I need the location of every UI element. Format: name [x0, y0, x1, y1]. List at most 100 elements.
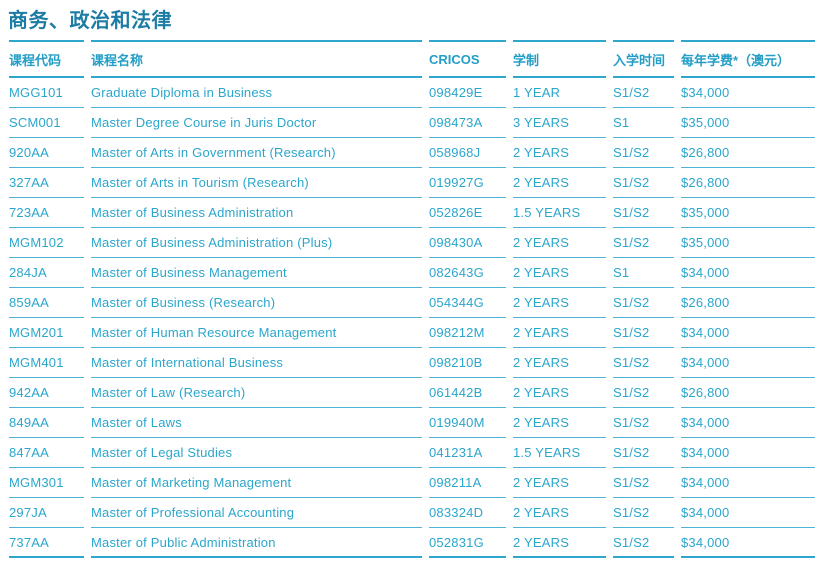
intake-cell: S1/S2	[613, 288, 674, 318]
fee-cell: $26,800	[681, 168, 815, 198]
intake-cell: S1/S2	[613, 168, 674, 198]
cricos-cell: 098473A	[429, 108, 506, 138]
intake-cell: S1/S2	[613, 78, 674, 108]
column-header-fee: 每年学费*（澳元）	[681, 40, 815, 78]
cricos-cell: 041231A	[429, 438, 506, 468]
table-row: 284JA Master of Business Management 0826…	[9, 258, 815, 288]
intake-cell: S1/S2	[613, 228, 674, 258]
course-code-cell: 942AA	[9, 378, 84, 408]
duration-cell: 1 YEAR	[513, 78, 606, 108]
duration-cell: 2 YEARS	[513, 288, 606, 318]
fee-cell: $26,800	[681, 138, 815, 168]
cricos-cell: 098210B	[429, 348, 506, 378]
course-code-cell: MGM301	[9, 468, 84, 498]
cricos-cell: 058968J	[429, 138, 506, 168]
fee-cell: $34,000	[681, 528, 815, 558]
course-code-cell: 847AA	[9, 438, 84, 468]
course-name-cell: Master of Public Administration	[91, 528, 422, 558]
table-row: 297JA Master of Professional Accounting …	[9, 498, 815, 528]
cricos-cell: 082643G	[429, 258, 506, 288]
course-table-body: MGG101 Graduate Diploma in Business 0984…	[9, 78, 815, 558]
duration-cell: 2 YEARS	[513, 498, 606, 528]
course-code-cell: 849AA	[9, 408, 84, 438]
cricos-cell: 098211A	[429, 468, 506, 498]
table-row: MGG101 Graduate Diploma in Business 0984…	[9, 78, 815, 108]
fee-cell: $34,000	[681, 78, 815, 108]
course-name-cell: Master of Arts in Government (Research)	[91, 138, 422, 168]
course-name-cell: Master Degree Course in Juris Doctor	[91, 108, 422, 138]
intake-cell: S1/S2	[613, 438, 674, 468]
intake-cell: S1/S2	[613, 498, 674, 528]
course-name-cell: Master of Laws	[91, 408, 422, 438]
fee-cell: $34,000	[681, 438, 815, 468]
course-name-cell: Master of Business Administration	[91, 198, 422, 228]
cricos-cell: 098430A	[429, 228, 506, 258]
course-name-cell: Master of Marketing Management	[91, 468, 422, 498]
fee-cell: $26,800	[681, 288, 815, 318]
table-row: SCM001 Master Degree Course in Juris Doc…	[9, 108, 815, 138]
duration-cell: 2 YEARS	[513, 138, 606, 168]
intake-cell: S1/S2	[613, 408, 674, 438]
cricos-cell: 052831G	[429, 528, 506, 558]
duration-cell: 3 YEARS	[513, 108, 606, 138]
course-code-cell: 737AA	[9, 528, 84, 558]
course-code-cell: 859AA	[9, 288, 84, 318]
table-row: 849AA Master of Laws 019940M 2 YEARS S1/…	[9, 408, 815, 438]
table-row: MGM401 Master of International Business …	[9, 348, 815, 378]
course-code-cell: MGG101	[9, 78, 84, 108]
course-name-cell: Master of Professional Accounting	[91, 498, 422, 528]
duration-cell: 2 YEARS	[513, 318, 606, 348]
fee-cell: $34,000	[681, 318, 815, 348]
duration-cell: 2 YEARS	[513, 378, 606, 408]
fee-cell: $34,000	[681, 468, 815, 498]
intake-cell: S1/S2	[613, 348, 674, 378]
intake-cell: S1/S2	[613, 138, 674, 168]
duration-cell: 2 YEARS	[513, 468, 606, 498]
course-table: 课程代码 课程名称 CRICOS 学制 入学时间 每年学费*（澳元） MGG10…	[2, 40, 822, 558]
course-name-cell: Graduate Diploma in Business	[91, 78, 422, 108]
table-row: 723AA Master of Business Administration …	[9, 198, 815, 228]
course-code-cell: MGM401	[9, 348, 84, 378]
duration-cell: 2 YEARS	[513, 528, 606, 558]
column-header-intake: 入学时间	[613, 40, 674, 78]
course-name-cell: Master of Law (Research)	[91, 378, 422, 408]
course-code-cell: SCM001	[9, 108, 84, 138]
page-title: 商务、政治和法律	[8, 10, 172, 32]
duration-cell: 1.5 YEARS	[513, 438, 606, 468]
duration-cell: 2 YEARS	[513, 168, 606, 198]
cricos-cell: 098429E	[429, 78, 506, 108]
table-row: 942AA Master of Law (Research) 061442B 2…	[9, 378, 815, 408]
duration-cell: 2 YEARS	[513, 258, 606, 288]
table-row: 737AA Master of Public Administration 05…	[9, 528, 815, 558]
duration-cell: 2 YEARS	[513, 228, 606, 258]
course-code-cell: 723AA	[9, 198, 84, 228]
table-row: MGM301 Master of Marketing Management 09…	[9, 468, 815, 498]
course-code-cell: 297JA	[9, 498, 84, 528]
table-row: 847AA Master of Legal Studies 041231A 1.…	[9, 438, 815, 468]
course-name-cell: Master of Human Resource Management	[91, 318, 422, 348]
fee-cell: $34,000	[681, 498, 815, 528]
fee-cell: $35,000	[681, 108, 815, 138]
duration-cell: 2 YEARS	[513, 408, 606, 438]
course-code-cell: MGM201	[9, 318, 84, 348]
intake-cell: S1/S2	[613, 318, 674, 348]
intake-cell: S1/S2	[613, 378, 674, 408]
column-header-course-name: 课程名称	[91, 40, 422, 78]
table-row: 920AA Master of Arts in Government (Rese…	[9, 138, 815, 168]
course-name-cell: Master of Business (Research)	[91, 288, 422, 318]
table-row: MGM102 Master of Business Administration…	[9, 228, 815, 258]
intake-cell: S1	[613, 108, 674, 138]
cricos-cell: 019927G	[429, 168, 506, 198]
course-code-cell: 920AA	[9, 138, 84, 168]
intake-cell: S1/S2	[613, 198, 674, 228]
fee-cell: $35,000	[681, 198, 815, 228]
course-name-cell: Master of Business Administration (Plus)	[91, 228, 422, 258]
cricos-cell: 098212M	[429, 318, 506, 348]
cricos-cell: 083324D	[429, 498, 506, 528]
cricos-cell: 052826E	[429, 198, 506, 228]
course-code-cell: 284JA	[9, 258, 84, 288]
duration-cell: 2 YEARS	[513, 348, 606, 378]
intake-cell: S1/S2	[613, 528, 674, 558]
fee-cell: $26,800	[681, 378, 815, 408]
